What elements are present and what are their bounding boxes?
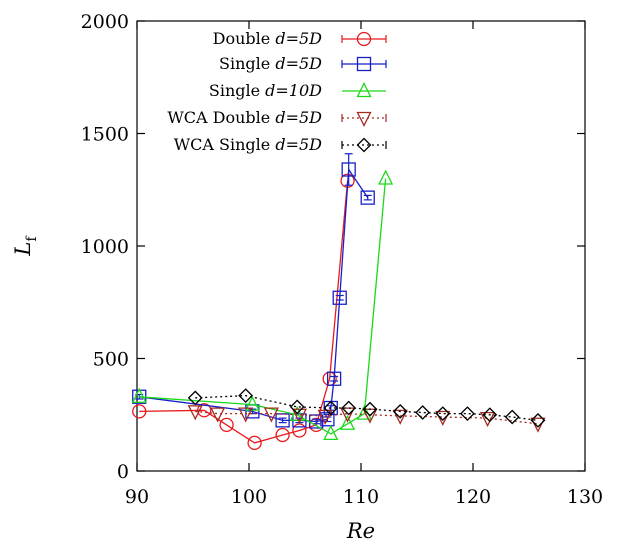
data-point xyxy=(360,190,375,205)
data-point xyxy=(320,412,335,427)
x-tick-label: 90 xyxy=(125,486,149,508)
legend-marker xyxy=(356,82,372,98)
data-point xyxy=(341,162,356,177)
data-point xyxy=(482,407,498,423)
y-tick-label: 2000 xyxy=(81,11,129,33)
data-point xyxy=(415,405,431,420)
legend-marker xyxy=(356,137,372,153)
series-5 xyxy=(187,388,546,428)
plot-area xyxy=(131,153,546,451)
y-axis-title: Lf xyxy=(11,235,40,257)
series-line xyxy=(195,410,539,425)
data-point xyxy=(197,403,212,418)
legend-label-name: WCA Double xyxy=(167,108,275,127)
series-3 xyxy=(131,169,394,441)
legend-label-param: d=5D xyxy=(275,135,322,154)
data-point xyxy=(326,371,342,386)
data-point xyxy=(275,427,290,443)
y-axis-title-main: L xyxy=(11,242,35,257)
data-point xyxy=(504,409,520,425)
data-point xyxy=(392,403,408,419)
legend-item-4: WCA Double d=5D xyxy=(167,108,387,127)
data-point xyxy=(459,406,475,422)
x-tick-label: 120 xyxy=(455,486,491,508)
legend-label: Double d=5D xyxy=(213,29,323,48)
data-point xyxy=(289,399,305,415)
data-point xyxy=(238,388,254,404)
y-axis-title-subscript: f xyxy=(24,235,40,242)
data-point xyxy=(187,390,203,406)
legend-item-3: Single d=10D xyxy=(209,81,386,100)
data-point xyxy=(378,169,394,185)
legend-item-2: Single d=5D xyxy=(219,54,387,73)
x-axis-title: Re xyxy=(346,519,375,543)
data-point xyxy=(392,409,408,425)
series-line xyxy=(195,394,539,422)
legend-label: Single d=5D xyxy=(219,54,322,73)
legend-marker xyxy=(356,31,372,47)
data-point xyxy=(341,400,357,416)
data-point xyxy=(131,387,147,403)
data-point xyxy=(332,290,347,305)
data-point xyxy=(340,414,356,430)
legend-marker xyxy=(356,56,372,72)
x-tick-label: 100 xyxy=(231,486,267,508)
series-2 xyxy=(132,153,375,429)
x-tick-label: 110 xyxy=(343,486,379,508)
y-tick-label: 500 xyxy=(93,349,129,371)
data-point xyxy=(238,407,254,423)
legend-marker xyxy=(356,111,372,127)
data-point xyxy=(435,406,451,422)
data-point xyxy=(323,400,339,416)
data-point xyxy=(263,407,279,423)
data-point xyxy=(275,413,290,428)
data-point xyxy=(340,407,356,423)
data-point xyxy=(323,424,339,441)
data-point xyxy=(480,411,496,428)
legend-label-name: Single xyxy=(209,81,265,100)
legend-label: WCA Double d=5D xyxy=(167,108,322,127)
data-point xyxy=(132,404,147,419)
y-tick-label: 1000 xyxy=(81,236,129,258)
legend-label-param: d=10D xyxy=(265,81,322,100)
series-line xyxy=(139,180,349,444)
x-tick-label: 130 xyxy=(567,486,603,508)
data-point xyxy=(219,417,234,433)
legend-label: Single d=10D xyxy=(209,81,322,100)
ticks: 90 100 110 120 130 0 500 1000 1500 2000 xyxy=(81,11,603,508)
data-point xyxy=(292,423,307,438)
legend-item-5: WCA Single d=5D xyxy=(174,135,387,154)
data-point xyxy=(530,417,546,433)
series-4 xyxy=(187,405,546,433)
legend-label: WCA Single d=5D xyxy=(174,135,322,154)
data-point xyxy=(291,408,307,424)
data-point xyxy=(210,407,226,423)
data-point xyxy=(317,409,333,425)
legend-label-param: d=5D xyxy=(275,29,322,48)
legend-label-name: Single xyxy=(219,54,275,73)
data-point xyxy=(530,412,546,428)
series-line xyxy=(139,178,387,435)
data-point xyxy=(362,401,378,417)
legend-label-param: d=5D xyxy=(275,54,322,73)
data-point xyxy=(289,405,305,421)
data-point xyxy=(187,405,203,421)
data-point xyxy=(244,395,260,411)
legend-item-1: Double d=5D xyxy=(213,29,387,48)
data-point xyxy=(247,435,262,451)
legend-label-name: Double xyxy=(213,29,276,48)
y-tick-label: 1500 xyxy=(81,124,129,146)
data-point xyxy=(435,410,451,426)
legend-label-param: d=5D xyxy=(275,108,322,127)
y-tick-label: 0 xyxy=(117,461,129,483)
legend-label-name: WCA Single xyxy=(174,135,276,154)
